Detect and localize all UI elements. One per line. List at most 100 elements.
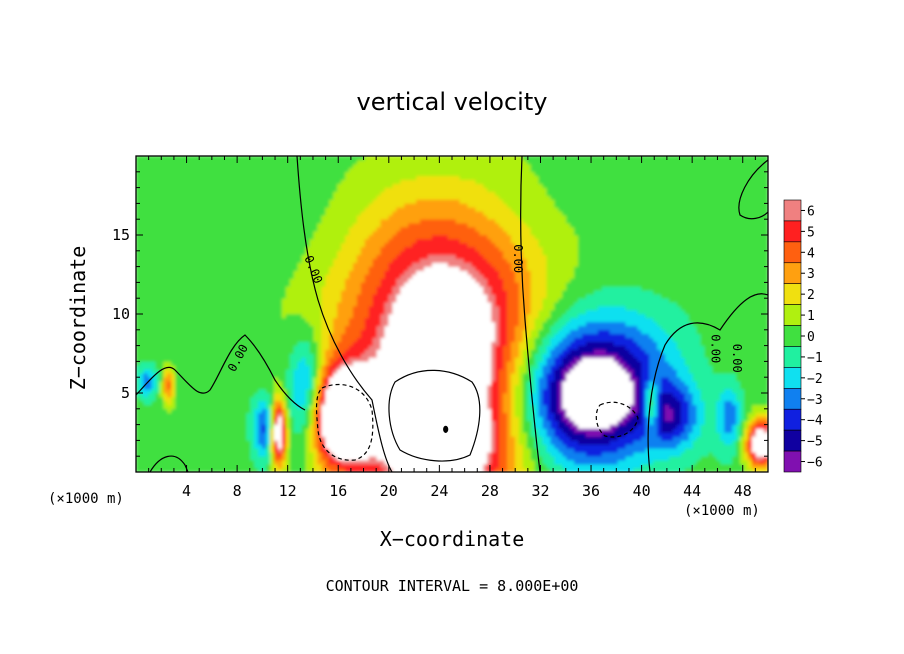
- field-cell: [171, 341, 176, 346]
- field-cell: [372, 242, 378, 248]
- field-cell: [214, 448, 220, 453]
- field-cell: [171, 400, 176, 406]
- field-cell: [277, 305, 283, 311]
- field-cell: [317, 222, 322, 228]
- field-cell: [364, 309, 370, 315]
- field-cell: [266, 183, 271, 188]
- field-cell: [372, 376, 378, 382]
- field-cell: [341, 349, 346, 354]
- field-cell: [345, 392, 350, 398]
- field-cell: [136, 211, 141, 216]
- field-cell: [250, 337, 255, 342]
- field-cell: [187, 317, 192, 323]
- field-cell: [360, 432, 366, 437]
- field-cell: [226, 156, 232, 161]
- field-cell: [273, 321, 279, 327]
- field-cell: [317, 207, 322, 212]
- field-cell: [242, 459, 247, 465]
- field-cell: [167, 301, 172, 307]
- field-cell: [198, 167, 204, 173]
- field-cell: [167, 424, 172, 429]
- field-cell: [341, 211, 346, 216]
- field-cell: [262, 254, 267, 259]
- field-cell: [246, 187, 251, 192]
- field-cell: [143, 297, 149, 303]
- field-cell: [198, 258, 204, 263]
- field-cell: [321, 305, 326, 311]
- field-cell: [349, 436, 354, 441]
- field-cell: [364, 369, 370, 374]
- field-cell: [230, 420, 236, 425]
- field-cell: [230, 226, 236, 232]
- field-cell: [309, 258, 315, 263]
- field-cell: [198, 444, 204, 449]
- field-cell: [198, 384, 204, 390]
- field-cell: [175, 278, 180, 283]
- field-cell: [230, 238, 236, 244]
- field-cell: [349, 262, 354, 267]
- field-cell: [309, 436, 315, 441]
- field-cell: [222, 207, 228, 212]
- field-cell: [163, 234, 168, 240]
- field-cell: [230, 187, 236, 192]
- field-cell: [262, 337, 267, 342]
- field-cell: [187, 313, 192, 319]
- field-cell: [321, 301, 326, 307]
- field-cell: [325, 349, 330, 354]
- field-cell: [301, 321, 307, 327]
- field-cell: [376, 424, 382, 429]
- field-cell: [376, 156, 382, 161]
- field-cell: [297, 159, 303, 165]
- field-cell: [352, 214, 358, 220]
- field-cell: [325, 432, 330, 437]
- field-cell: [234, 376, 239, 382]
- field-cell: [356, 341, 362, 346]
- field-cell: [210, 187, 216, 192]
- field-cell: [281, 365, 287, 370]
- field-cell: [246, 463, 251, 469]
- field-cell: [254, 396, 259, 402]
- field-cell: [242, 159, 247, 165]
- field-cell: [337, 428, 342, 433]
- field-cell: [325, 167, 330, 173]
- field-cell: [238, 408, 243, 414]
- field-cell: [187, 337, 192, 342]
- field-cell: [175, 286, 180, 291]
- field-cell: [258, 301, 263, 307]
- field-cell: [226, 372, 232, 378]
- field-cell: [222, 246, 228, 252]
- field-cell: [155, 432, 160, 437]
- field-cell: [230, 388, 236, 394]
- field-cell: [309, 199, 315, 204]
- field-cell: [341, 230, 346, 236]
- field-cell: [372, 156, 378, 161]
- field-cell: [230, 301, 236, 307]
- field-cell: [356, 384, 362, 390]
- field-cell: [305, 357, 311, 362]
- field-cell: [289, 286, 295, 291]
- field-cell: [266, 384, 271, 390]
- field-cell: [285, 301, 291, 307]
- field-cell: [191, 179, 196, 184]
- field-cell: [198, 274, 204, 279]
- field-cell: [139, 207, 145, 212]
- field-cell: [234, 234, 239, 240]
- field-cell: [198, 195, 204, 200]
- field-cell: [136, 163, 141, 169]
- field-cell: [206, 262, 212, 267]
- field-cell: [329, 297, 334, 303]
- field-cell: [206, 333, 212, 338]
- field-cell: [297, 341, 303, 346]
- field-cell: [376, 250, 382, 256]
- field-cell: [210, 451, 216, 457]
- field-cell: [341, 290, 346, 295]
- field-cell: [151, 451, 157, 457]
- field-cell: [202, 396, 208, 402]
- field-cell: [194, 258, 200, 263]
- field-cell: [376, 412, 382, 417]
- field-cell: [285, 392, 291, 398]
- field-cell: [171, 384, 176, 390]
- field-cell: [258, 448, 263, 453]
- field-cell: [198, 171, 204, 177]
- field-cell: [139, 321, 145, 327]
